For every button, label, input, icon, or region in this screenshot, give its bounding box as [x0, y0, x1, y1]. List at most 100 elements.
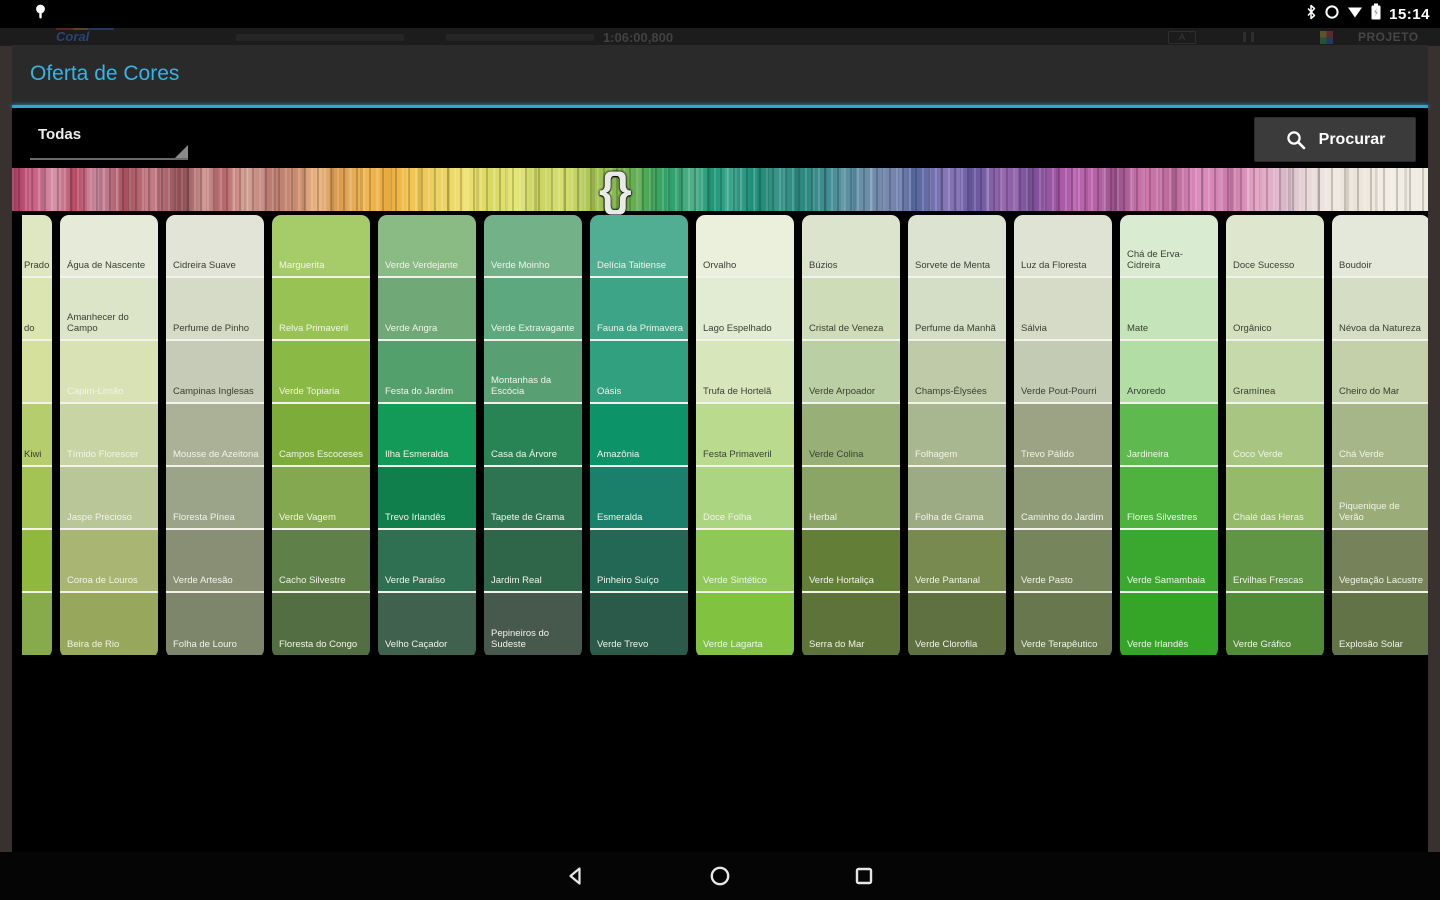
color-swatch[interactable]: Névoa da Natureza [1332, 278, 1428, 341]
color-swatch[interactable]: Ervilhas Frescas [1226, 530, 1324, 593]
color-swatch[interactable]: Folha de Grama [908, 467, 1006, 530]
color-swatch[interactable]: Sorvete de Menta [908, 215, 1006, 278]
color-swatch[interactable]: Trevo Pálido [1014, 404, 1112, 467]
color-swatch[interactable]: Verde Irlandês [1120, 593, 1218, 655]
color-swatch[interactable]: Arvoredo [1120, 341, 1218, 404]
hue-spectrum-bar[interactable]: {} [12, 163, 1428, 215]
color-swatch[interactable]: Caminho do Jardim [1014, 467, 1112, 530]
color-swatch[interactable]: Cacho Silvestre [272, 530, 370, 593]
color-swatch[interactable]: do [22, 278, 52, 341]
color-swatch[interactable]: Chalé das Heras [1226, 467, 1324, 530]
color-swatch[interactable]: Trevo Irlandês [378, 467, 476, 530]
color-swatch[interactable]: Verde Lagarta [696, 593, 794, 655]
color-swatch[interactable]: Búzios [802, 215, 900, 278]
color-swatch[interactable]: Folhagem [908, 404, 1006, 467]
color-swatch[interactable]: Herbal [802, 467, 900, 530]
color-swatch[interactable] [22, 467, 52, 530]
color-swatch[interactable]: Capim-Limão [60, 341, 158, 404]
color-swatch[interactable]: Verde Paraíso [378, 530, 476, 593]
color-swatch[interactable]: Orvalho [696, 215, 794, 278]
color-swatch[interactable]: Amazônia [590, 404, 688, 467]
color-swatch[interactable]: Verde Vagem [272, 467, 370, 530]
home-button[interactable] [707, 863, 733, 889]
color-swatch[interactable] [22, 593, 52, 655]
color-swatch[interactable]: Oásis [590, 341, 688, 404]
color-swatch[interactable]: Casa da Árvore [484, 404, 582, 467]
color-swatch[interactable]: Beira de Rio [60, 593, 158, 655]
recents-button[interactable] [851, 863, 877, 889]
color-swatch[interactable]: Kiwi [22, 404, 52, 467]
color-swatch[interactable]: Verde Extravagante [484, 278, 582, 341]
color-swatch[interactable]: Verde Terapêutico [1014, 593, 1112, 655]
color-swatch[interactable]: Ilha Esmeralda [378, 404, 476, 467]
color-swatch[interactable]: Chá de Erva-Cidreira [1120, 215, 1218, 278]
color-swatch[interactable]: Folha de Louro [166, 593, 264, 655]
color-swatch[interactable]: Lago Espelhado [696, 278, 794, 341]
color-swatch[interactable]: Mate [1120, 278, 1218, 341]
color-swatch[interactable]: Tapete de Grama [484, 467, 582, 530]
color-swatch[interactable]: Floresta Pínea [166, 467, 264, 530]
color-swatch[interactable]: Cidreira Suave [166, 215, 264, 278]
color-swatch[interactable]: Verde Gráfico [1226, 593, 1324, 655]
color-swatch[interactable]: Coco Verde [1226, 404, 1324, 467]
color-swatch[interactable]: Doce Folha [696, 467, 794, 530]
color-swatch[interactable]: Perfume de Pinho [166, 278, 264, 341]
color-swatch[interactable]: Pepineiros do Sudeste [484, 593, 582, 655]
color-swatch[interactable]: Festa Primaveril [696, 404, 794, 467]
color-swatch[interactable]: Verde Moinho [484, 215, 582, 278]
color-swatch[interactable]: Floresta do Congo [272, 593, 370, 655]
back-button[interactable] [563, 863, 589, 889]
color-swatch[interactable]: Relva Primaveril [272, 278, 370, 341]
color-swatch[interactable]: Campos Escoceses [272, 404, 370, 467]
color-swatch[interactable]: Prado [22, 215, 52, 278]
color-swatch[interactable]: Jaspe Precioso [60, 467, 158, 530]
color-swatch[interactable]: Verde Hortaliça [802, 530, 900, 593]
filter-spinner[interactable]: Todas [30, 116, 188, 160]
color-swatch[interactable]: Verde Trevo [590, 593, 688, 655]
search-button[interactable]: Procurar [1254, 117, 1416, 162]
color-swatch[interactable]: Boudoir [1332, 215, 1428, 278]
color-swatch[interactable]: Explosão Solar [1332, 593, 1428, 655]
color-swatch[interactable]: Verde Angra [378, 278, 476, 341]
color-swatch[interactable]: Pinheiro Suíço [590, 530, 688, 593]
color-swatch[interactable]: Orgânico [1226, 278, 1324, 341]
color-swatch[interactable]: Esmeralda [590, 467, 688, 530]
color-swatch[interactable]: Verde Artesão [166, 530, 264, 593]
color-swatch[interactable]: Velho Caçador [378, 593, 476, 655]
color-swatch[interactable]: Marguerita [272, 215, 370, 278]
color-swatch[interactable]: Coroa de Louros [60, 530, 158, 593]
color-swatch[interactable]: Verde Pout-Pourri [1014, 341, 1112, 404]
color-swatch[interactable]: Sálvia [1014, 278, 1112, 341]
color-swatch[interactable]: Festa do Jardim [378, 341, 476, 404]
color-swatch[interactable]: Luz da Floresta [1014, 215, 1112, 278]
color-swatch[interactable]: Jardineira [1120, 404, 1218, 467]
color-swatch[interactable]: Verde Sintético [696, 530, 794, 593]
color-swatch[interactable]: Chá Verde [1332, 404, 1428, 467]
color-swatch[interactable]: Amanhecer do Campo [60, 278, 158, 341]
color-swatch[interactable] [22, 530, 52, 593]
color-swatch[interactable]: Montanhas da Escócia [484, 341, 582, 404]
color-swatch[interactable]: Cristal de Veneza [802, 278, 900, 341]
color-swatch[interactable]: Piquenique de Verão [1332, 467, 1428, 530]
color-swatch[interactable]: Verde Pasto [1014, 530, 1112, 593]
color-swatch[interactable]: Doce Sucesso [1226, 215, 1324, 278]
color-swatch[interactable]: Delícia Taitiense [590, 215, 688, 278]
color-swatch[interactable]: Verde Clorofila [908, 593, 1006, 655]
color-swatch[interactable]: Perfume da Manhã [908, 278, 1006, 341]
color-swatch[interactable]: Tímido Florescer [60, 404, 158, 467]
color-swatch[interactable]: Trufa de Hortelã [696, 341, 794, 404]
color-swatch[interactable]: Água de Nascente [60, 215, 158, 278]
color-swatch[interactable]: Champs-Élysées [908, 341, 1006, 404]
color-swatch[interactable]: Verde Samambaia [1120, 530, 1218, 593]
color-swatch[interactable]: Verde Pantanal [908, 530, 1006, 593]
hue-slider-handle[interactable]: {} [598, 163, 632, 215]
color-swatch[interactable]: Mousse de Azeitona [166, 404, 264, 467]
color-swatch[interactable]: Fauna da Primavera [590, 278, 688, 341]
color-swatch[interactable]: Verde Topiaria [272, 341, 370, 404]
color-swatch[interactable]: Cheiro do Mar [1332, 341, 1428, 404]
color-swatch[interactable] [22, 341, 52, 404]
color-swatch[interactable]: Verde Verdejante [378, 215, 476, 278]
color-swatch[interactable]: Serra do Mar [802, 593, 900, 655]
color-swatch[interactable]: Flores Silvestres [1120, 467, 1218, 530]
color-swatch[interactable]: Verde Colina [802, 404, 900, 467]
